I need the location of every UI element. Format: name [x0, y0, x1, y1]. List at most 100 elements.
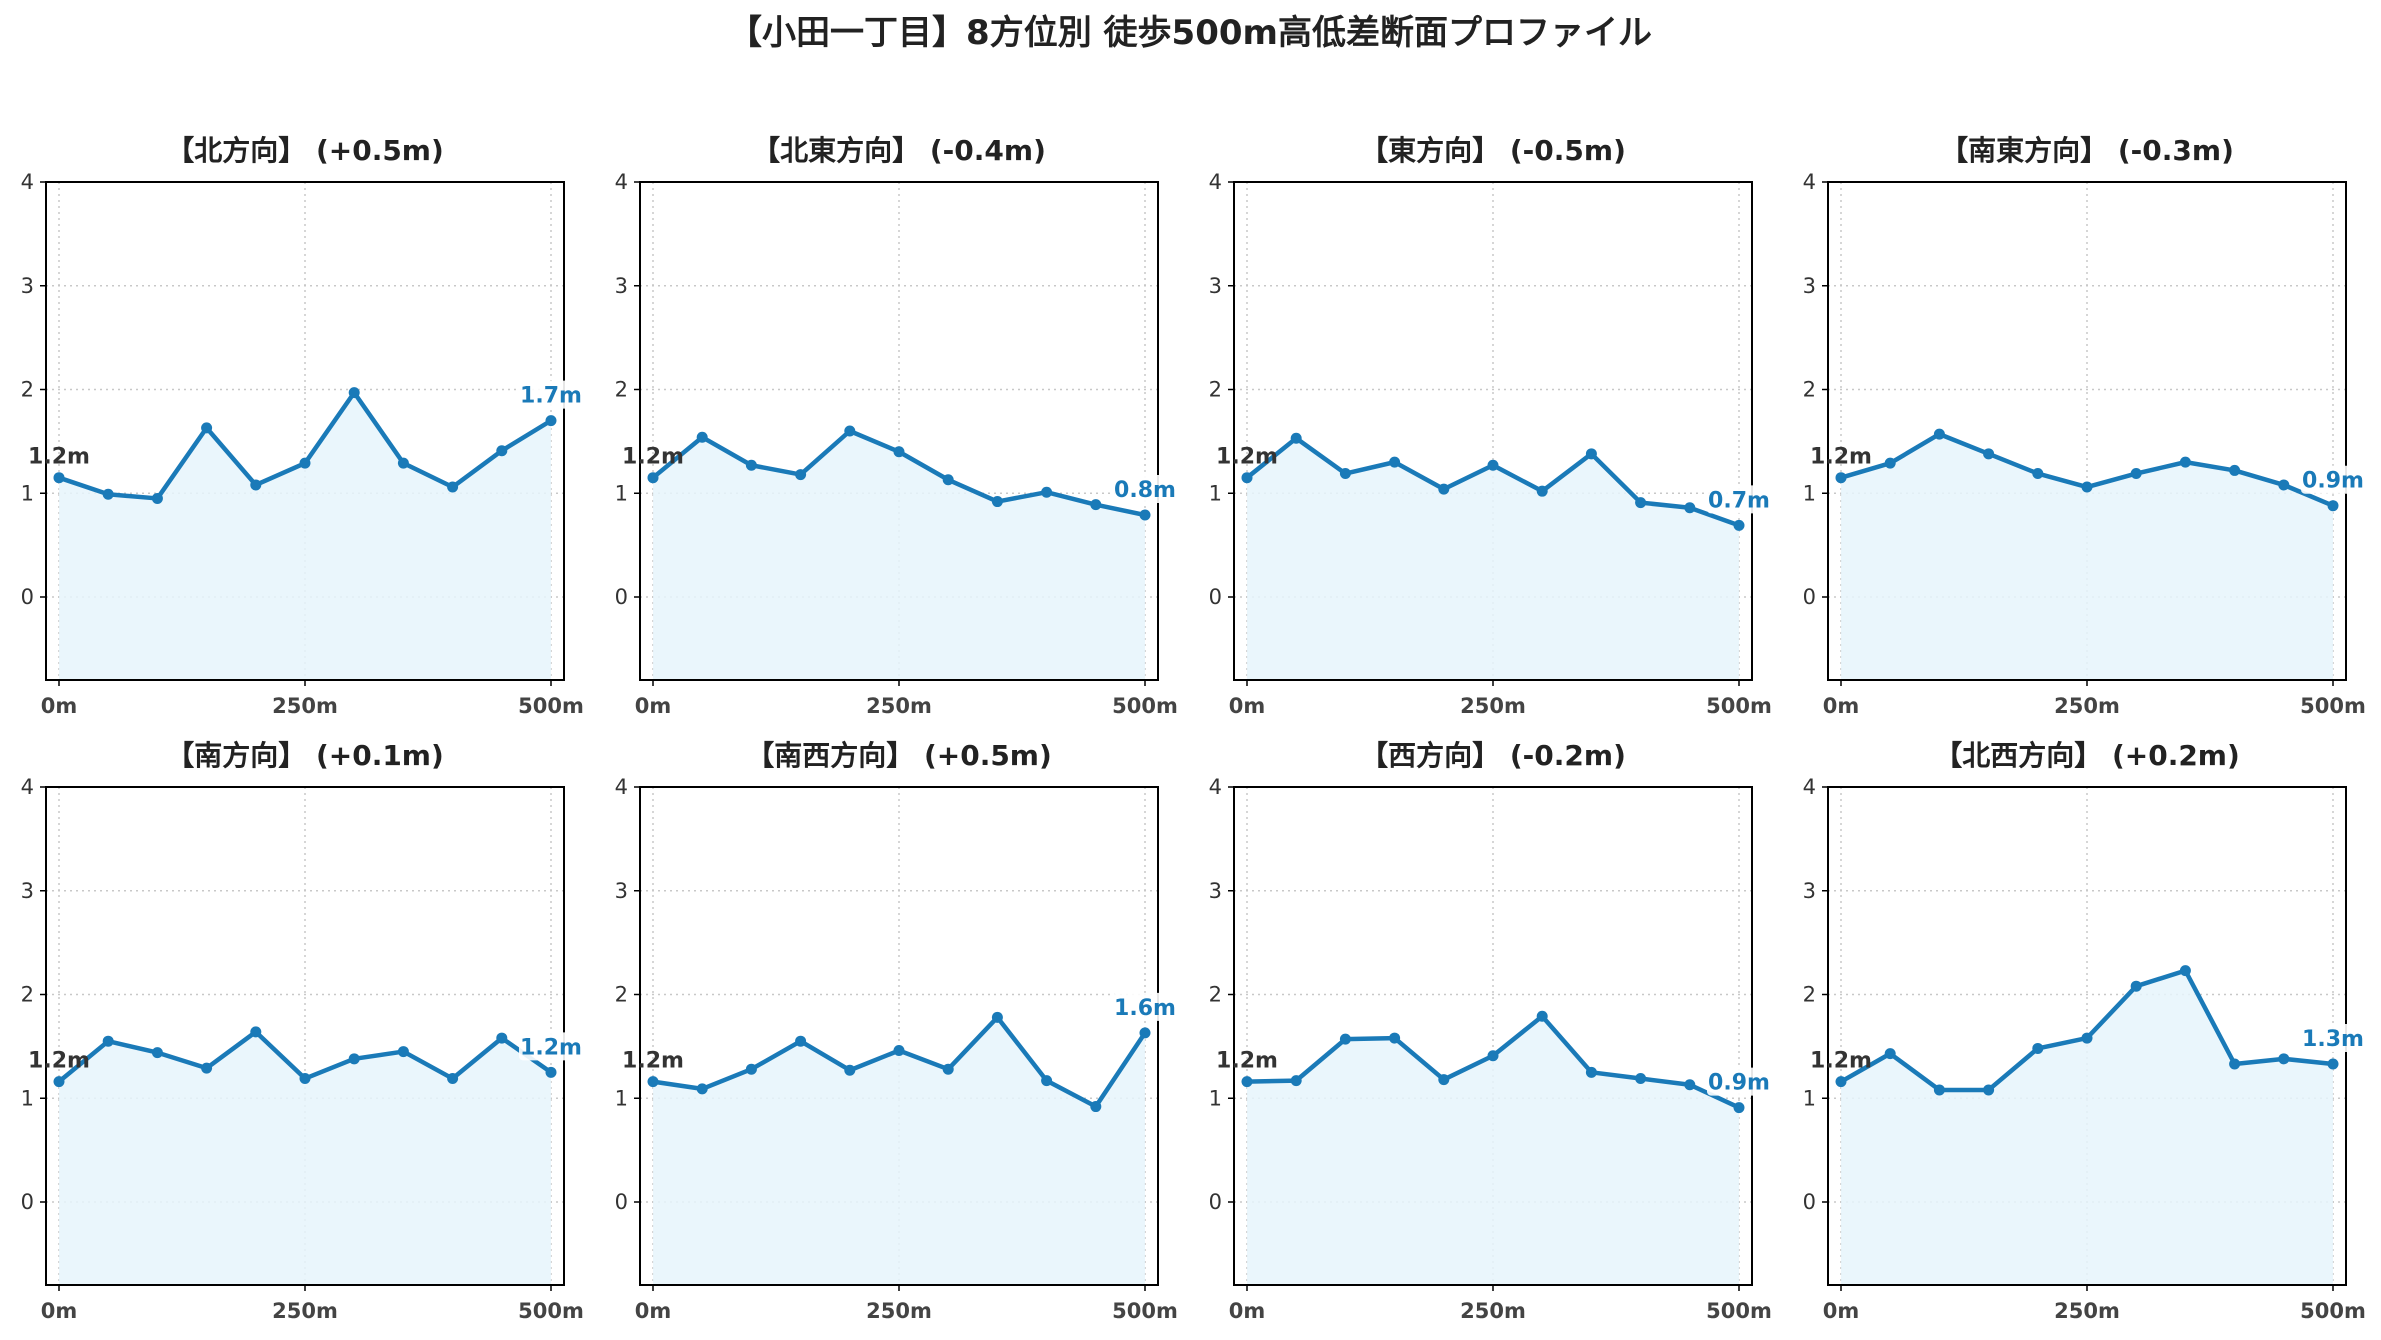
data-point: [1684, 1079, 1696, 1091]
end-value-label-group: 1.3m: [2301, 1024, 2365, 1053]
data-point: [1487, 1050, 1499, 1062]
panel-title: 【北方向】 (+0.5m): [166, 134, 444, 167]
end-label-halo: [1707, 1067, 1771, 1096]
data-point: [2229, 464, 2241, 476]
data-point: [1339, 468, 1351, 480]
data-point: [2081, 1032, 2093, 1044]
data-point: [397, 457, 409, 469]
profile-area: [59, 1031, 551, 1285]
data-point: [250, 1026, 262, 1038]
end-value-label: 0.9m: [1708, 1071, 1770, 1096]
y-tick-label: 3: [615, 274, 628, 298]
y-tick-label: 4: [1209, 775, 1222, 799]
data-point: [250, 479, 262, 491]
data-point: [991, 496, 1003, 508]
data-point: [2179, 965, 2191, 977]
x-tick-label: 500m: [1706, 1299, 1772, 1323]
chart-panel: 【北西方向】 (+0.2m) 0 1 2 3 4 0m 250m 500m 1.2m 1.3m: [1803, 739, 2366, 1323]
data-point: [647, 1076, 659, 1088]
data-point: [1389, 1032, 1401, 1044]
profile-area: [1841, 434, 2333, 680]
end-value-label-group: 0.8m: [1113, 475, 1177, 504]
data-point: [1933, 1084, 1945, 1096]
y-tick-label: 2: [1209, 983, 1222, 1007]
panel-title: 【北西方向】 (+0.2m): [1934, 739, 2240, 772]
x-tick-label: 0m: [41, 1299, 78, 1323]
data-point: [496, 1032, 508, 1044]
end-value-label: 0.7m: [1708, 488, 1770, 513]
panel-title: 【東方向】 (-0.5m): [1360, 134, 1626, 167]
data-point: [2278, 479, 2290, 491]
data-point: [745, 459, 757, 471]
data-point: [299, 1073, 311, 1085]
end-value-label: 1.3m: [2302, 1027, 2364, 1052]
x-tick-label: 500m: [2300, 694, 2366, 718]
data-point: [1635, 1073, 1647, 1085]
data-point: [1339, 1033, 1351, 1045]
y-tick-label: 1: [615, 1086, 628, 1110]
end-label-halo: [2301, 1024, 2365, 1053]
y-tick-label: 3: [21, 879, 34, 903]
end-value-label-group: 1.6m: [1113, 992, 1177, 1021]
data-point: [1983, 448, 1995, 460]
y-tick-label: 4: [1803, 775, 1816, 799]
chart-panel: 【南方向】 (+0.1m) 0 1 2 3 4 0m 250m 500m 1.2m 1.2m: [21, 739, 584, 1323]
data-point: [348, 387, 360, 399]
start-value-label: 1.2m: [1810, 1049, 1872, 1074]
end-value-label: 0.9m: [2302, 469, 2364, 494]
y-tick-label: 1: [1209, 1086, 1222, 1110]
data-point: [1635, 497, 1647, 509]
start-value-label: 1.2m: [28, 1049, 90, 1074]
data-point: [1438, 483, 1450, 495]
data-point: [2032, 1042, 2044, 1054]
data-point: [1835, 472, 1847, 484]
y-tick-label: 0: [615, 1190, 628, 1214]
data-point: [53, 472, 65, 484]
x-tick-label: 250m: [1460, 1299, 1526, 1323]
data-point: [348, 1053, 360, 1065]
start-value-label: 1.2m: [28, 445, 90, 470]
panel-title: 【西方向】 (-0.2m): [1360, 739, 1626, 772]
start-value-label: 1.2m: [1810, 445, 1872, 470]
data-point: [647, 472, 659, 484]
y-tick-label: 3: [615, 879, 628, 903]
data-point: [2327, 500, 2339, 512]
x-tick-label: 250m: [2054, 694, 2120, 718]
x-tick-label: 0m: [1229, 694, 1266, 718]
panels: 【北方向】 (+0.5m) 0 1 2 3 4 0m 250m 500m 1.2m 1.7m 【北東方…: [21, 134, 2366, 1323]
x-tick-label: 0m: [1823, 694, 1860, 718]
end-value-label: 1.6m: [1114, 996, 1176, 1021]
data-point: [1884, 457, 1896, 469]
data-point: [1733, 1102, 1745, 1114]
end-value-label-group: 0.7m: [1707, 485, 1771, 514]
y-tick-label: 3: [1803, 879, 1816, 903]
y-tick-label: 1: [1209, 481, 1222, 505]
data-point: [397, 1046, 409, 1058]
data-point: [1536, 1010, 1548, 1022]
data-point: [1585, 448, 1597, 460]
y-tick-label: 2: [1209, 378, 1222, 402]
data-point: [991, 1011, 1003, 1023]
end-value-label: 1.2m: [520, 1035, 582, 1060]
end-label-halo: [519, 1032, 583, 1061]
data-point: [942, 1063, 954, 1075]
data-point: [1290, 1075, 1302, 1087]
y-tick-label: 4: [21, 170, 34, 194]
chart-panel: 【南西方向】 (+0.5m) 0 1 2 3 4 0m 250m 500m 1.2m 1.6m: [615, 739, 1178, 1323]
data-point: [745, 1063, 757, 1075]
chart-panel: 【西方向】 (-0.2m) 0 1 2 3 4 0m 250m 500m 1.2m 0.9m: [1209, 739, 1772, 1323]
data-point: [102, 1035, 114, 1047]
data-point: [151, 492, 163, 504]
y-tick-label: 4: [615, 775, 628, 799]
panel-title: 【南東方向】 (-0.3m): [1940, 134, 2234, 167]
data-point: [2032, 468, 2044, 480]
data-point: [447, 481, 459, 493]
data-point: [2229, 1058, 2241, 1070]
panel-title: 【北東方向】 (-0.4m): [752, 134, 1046, 167]
data-point: [2130, 980, 2142, 992]
profile-area: [653, 431, 1145, 680]
x-tick-label: 250m: [272, 1299, 338, 1323]
start-value-label: 1.2m: [1216, 445, 1278, 470]
chart-panel: 【東方向】 (-0.5m) 0 1 2 3 4 0m 250m 500m 1.2m 0.7m: [1209, 134, 1772, 718]
y-tick-label: 1: [21, 481, 34, 505]
